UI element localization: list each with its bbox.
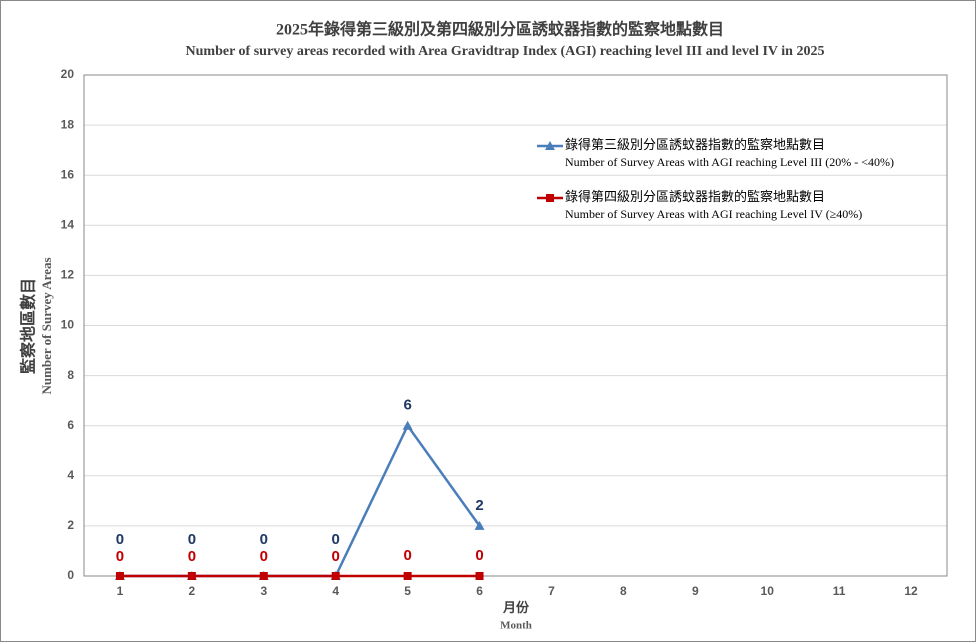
y-tick-label: 16 bbox=[61, 167, 75, 181]
x-tick-label: 11 bbox=[833, 584, 846, 598]
legend-label: 錄得第四級別分區誘蚊器指數的監察地點數目 bbox=[565, 189, 825, 204]
x-tick-label: 6 bbox=[476, 584, 483, 598]
data-label: 2 bbox=[475, 497, 483, 514]
x-tick-label: 8 bbox=[620, 584, 627, 598]
legend-label: 錄得第三級別分區誘蚊器指數的監察地點數目 bbox=[565, 137, 825, 152]
y-axis-label: 監察地區數目 bbox=[19, 278, 38, 374]
marker bbox=[475, 572, 484, 580]
y-tick-label: 0 bbox=[67, 568, 74, 582]
plot-area bbox=[83, 74, 948, 577]
data-label: 0 bbox=[332, 531, 340, 548]
chart-title: 2025年錄得第三級別及第四級別分區誘蚊器指數的監察地點數目 bbox=[276, 20, 724, 39]
x-tick-label: 9 bbox=[692, 584, 699, 598]
marker bbox=[187, 572, 196, 580]
marker bbox=[474, 520, 485, 530]
y-axis-label-en: Number of Survey Areas bbox=[39, 257, 54, 394]
data-label: 6 bbox=[403, 397, 411, 414]
y-tick-label: 14 bbox=[61, 217, 75, 231]
data-label: 0 bbox=[260, 548, 268, 565]
x-axis-label-en: Month bbox=[500, 620, 532, 632]
data-label: 0 bbox=[188, 548, 196, 565]
marker bbox=[331, 572, 340, 580]
y-tick-label: 8 bbox=[67, 368, 74, 382]
data-label: 0 bbox=[260, 531, 268, 548]
data-label: 0 bbox=[116, 548, 124, 565]
y-tick-label: 2 bbox=[67, 518, 74, 532]
x-axis-label: 月份 bbox=[502, 600, 530, 615]
y-tick-label: 6 bbox=[67, 418, 74, 432]
legend-label-en: Number of Survey Areas with AGI reaching… bbox=[565, 207, 862, 221]
y-tick-label: 20 bbox=[61, 67, 75, 81]
data-label: 0 bbox=[475, 547, 483, 564]
legend-marker bbox=[545, 141, 555, 150]
marker bbox=[402, 420, 413, 430]
y-tick-label: 18 bbox=[61, 117, 75, 131]
y-tick-label: 12 bbox=[61, 268, 75, 282]
data-label: 0 bbox=[116, 531, 124, 548]
chart-subtitle: Number of survey areas recorded with Are… bbox=[186, 44, 825, 59]
marker bbox=[403, 572, 412, 580]
x-tick-label: 10 bbox=[761, 584, 775, 598]
x-tick-label: 5 bbox=[404, 584, 411, 598]
x-tick-label: 4 bbox=[332, 584, 339, 598]
data-label: 0 bbox=[332, 548, 340, 565]
y-tick-label: 4 bbox=[67, 468, 74, 482]
marker bbox=[259, 572, 268, 580]
legend-label-en: Number of Survey Areas with AGI reaching… bbox=[565, 155, 894, 169]
x-tick-label: 1 bbox=[117, 584, 124, 598]
x-tick-label: 7 bbox=[548, 584, 555, 598]
y-tick-label: 10 bbox=[61, 318, 75, 332]
data-label: 0 bbox=[403, 547, 411, 564]
legend-marker bbox=[546, 194, 554, 202]
data-label: 0 bbox=[188, 531, 196, 548]
x-tick-label: 12 bbox=[904, 584, 918, 598]
marker bbox=[115, 572, 124, 580]
x-tick-label: 3 bbox=[260, 584, 267, 598]
x-tick-label: 2 bbox=[189, 584, 196, 598]
